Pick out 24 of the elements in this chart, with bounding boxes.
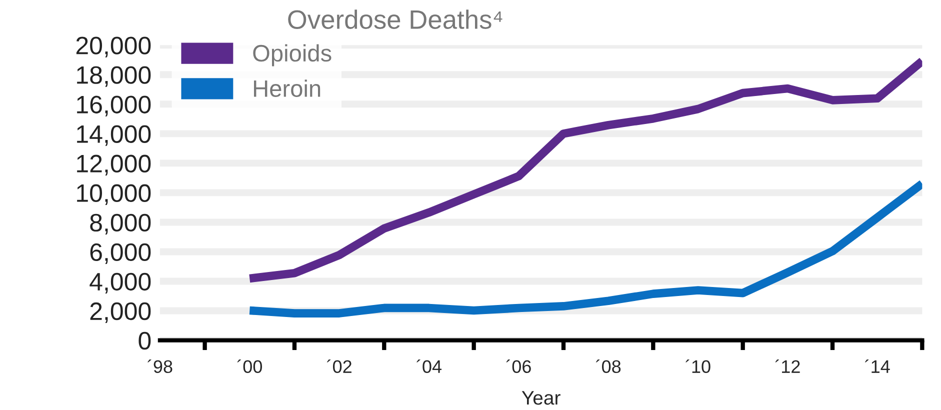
x-tick-label: ´06 <box>506 360 531 374</box>
x-tick-label: ´14 <box>864 360 890 373</box>
x-tick-label: ´98 <box>148 360 172 374</box>
y-tick-label: 0 <box>138 332 151 350</box>
y-tick-label: 10,000 <box>77 184 151 205</box>
legend-label: Heroin <box>254 80 320 97</box>
x-tick-label: ´10 <box>686 360 710 374</box>
legend-label: Opioids <box>253 44 332 66</box>
y-tick-label: 4,000 <box>90 272 151 294</box>
y-tick-label: 8,000 <box>90 214 151 234</box>
x-tick-label: ´12 <box>775 360 800 373</box>
y-tick-label: 6,000 <box>90 243 151 264</box>
y-tick-label: 14,000 <box>77 125 151 146</box>
y-tick-label: 16,000 <box>77 96 151 116</box>
y-tick-label: 20,000 <box>76 36 151 58</box>
x-tick-label: ´04 <box>416 360 442 374</box>
chart-title: Overdose Deaths⁴ <box>288 10 502 29</box>
x-tick-label: ´00 <box>237 360 262 374</box>
y-tick-label: 2,000 <box>90 302 151 324</box>
y-tick-label: 18,000 <box>77 66 151 87</box>
x-tick-label: ´02 <box>326 360 352 374</box>
y-tick-label: 12,000 <box>77 154 151 176</box>
x-tick-label: ´08 <box>596 360 621 374</box>
x-axis-title: Year <box>522 391 560 405</box>
